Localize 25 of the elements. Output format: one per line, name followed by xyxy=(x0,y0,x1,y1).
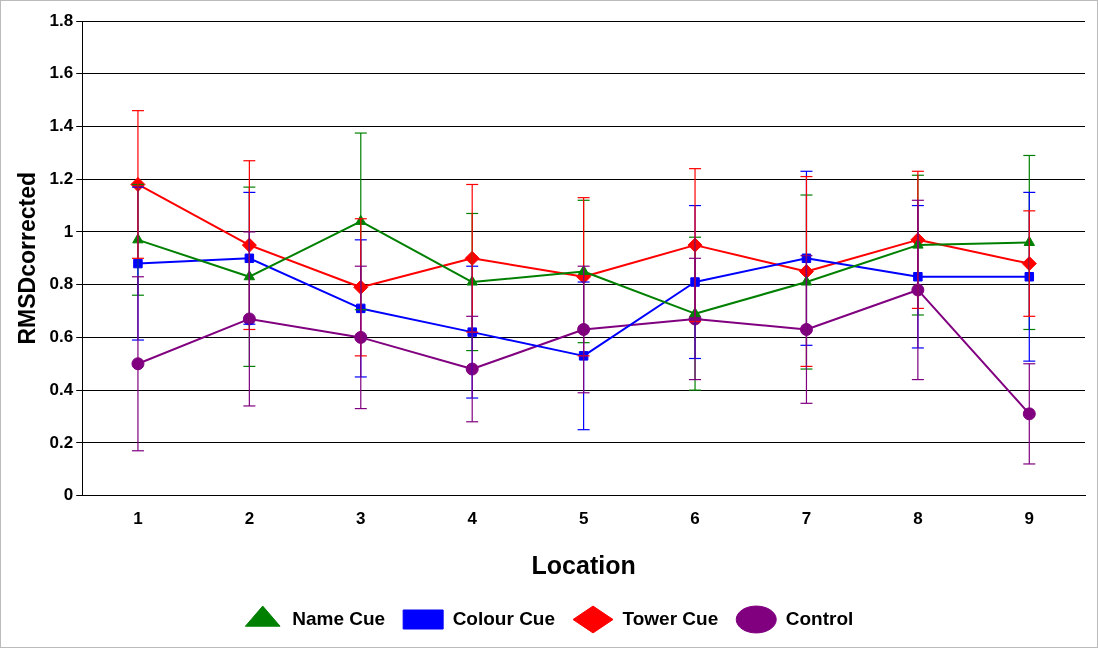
legend-label: Colour Cue xyxy=(452,607,556,629)
y-axis-title: RMSDcorrected xyxy=(14,172,41,345)
y-tick-label: 0 xyxy=(63,485,74,505)
x-tick-label: 9 xyxy=(1024,509,1035,529)
y-tick-label: 0.2 xyxy=(49,432,74,452)
x-tick-label: 7 xyxy=(801,509,812,529)
x-tick-label: 3 xyxy=(356,509,366,529)
legend-label: Control xyxy=(785,607,854,629)
x-tick-label: 1 xyxy=(133,509,143,529)
x-tick-label: 6 xyxy=(690,509,700,529)
x-tick-label: 4 xyxy=(467,509,478,529)
y-tick-label: 1 xyxy=(63,221,74,241)
x-tick-label: 8 xyxy=(913,509,923,529)
x-tick-label: 5 xyxy=(578,509,589,529)
x-tick-label: 2 xyxy=(244,509,255,529)
y-tick-label: 1.2 xyxy=(49,168,74,188)
y-tick-label: 1.8 xyxy=(49,10,74,30)
y-tick-label: 0.6 xyxy=(49,327,74,347)
y-tick-label: 1.4 xyxy=(49,116,74,136)
y-tick-label: 0.8 xyxy=(49,274,74,294)
y-tick-label: 0.4 xyxy=(49,379,74,399)
y-tick-label: 1.6 xyxy=(49,63,74,83)
legend-label: Tower Cue xyxy=(622,607,719,629)
x-axis-title: Location xyxy=(531,550,636,579)
legend-label: Name Cue xyxy=(292,607,386,629)
